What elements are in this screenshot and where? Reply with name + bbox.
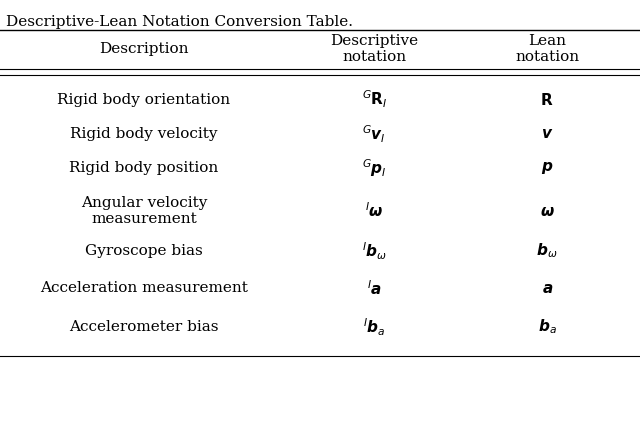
Text: $\boldsymbol{a}$: $\boldsymbol{a}$ xyxy=(541,281,553,296)
Text: Accelerometer bias: Accelerometer bias xyxy=(69,320,219,334)
Text: ${}^{I}\boldsymbol{b}_{a}$: ${}^{I}\boldsymbol{b}_{a}$ xyxy=(363,316,386,338)
Text: $\boldsymbol{\omega}$: $\boldsymbol{\omega}$ xyxy=(540,204,555,218)
Text: ${}^{I}\boldsymbol{\omega}$: ${}^{I}\boldsymbol{\omega}$ xyxy=(365,202,383,221)
Text: Rigid body position: Rigid body position xyxy=(69,161,219,175)
Text: $\mathbf{R}$: $\mathbf{R}$ xyxy=(541,91,554,108)
Text: $\boldsymbol{b}_{\omega}$: $\boldsymbol{b}_{\omega}$ xyxy=(536,242,558,260)
Text: ${}^{G}\boldsymbol{v}_{I}$: ${}^{G}\boldsymbol{v}_{I}$ xyxy=(362,123,387,145)
Text: $\boldsymbol{v}$: $\boldsymbol{v}$ xyxy=(541,127,554,141)
Text: Rigid body velocity: Rigid body velocity xyxy=(70,127,218,141)
Text: Lean
notation: Lean notation xyxy=(515,34,579,64)
Text: ${}^{I}\boldsymbol{a}$: ${}^{I}\boldsymbol{a}$ xyxy=(367,279,382,298)
Text: Acceleration measurement: Acceleration measurement xyxy=(40,281,248,295)
Text: $\boldsymbol{b}_{a}$: $\boldsymbol{b}_{a}$ xyxy=(538,317,557,336)
Text: Angular velocity
measurement: Angular velocity measurement xyxy=(81,196,207,226)
Text: Rigid body orientation: Rigid body orientation xyxy=(58,93,230,106)
Text: Descriptive
notation: Descriptive notation xyxy=(330,34,419,64)
Text: ${}^{G}\boldsymbol{p}_{I}$: ${}^{G}\boldsymbol{p}_{I}$ xyxy=(362,157,387,179)
Text: Descriptive-Lean Notation Conversion Table.: Descriptive-Lean Notation Conversion Tab… xyxy=(6,15,353,29)
Text: ${}^{G}\mathbf{R}_{I}$: ${}^{G}\mathbf{R}_{I}$ xyxy=(362,89,387,110)
Text: Description: Description xyxy=(99,42,189,56)
Text: $\boldsymbol{p}$: $\boldsymbol{p}$ xyxy=(541,160,554,176)
Text: ${}^{I}\boldsymbol{b}_{\omega}$: ${}^{I}\boldsymbol{b}_{\omega}$ xyxy=(362,240,387,262)
Text: Gyroscope bias: Gyroscope bias xyxy=(85,244,203,258)
